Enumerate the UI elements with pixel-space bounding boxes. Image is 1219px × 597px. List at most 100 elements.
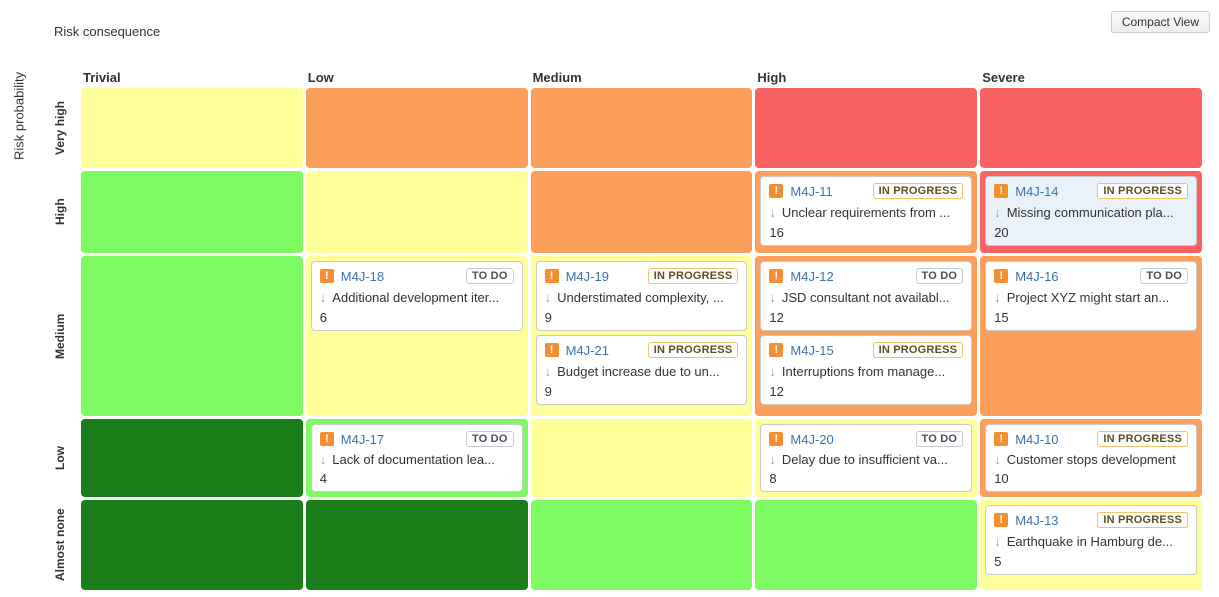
issue-key-link[interactable]: M4J-13 — [1015, 512, 1059, 528]
risk-card-m4j-20[interactable]: ! M4J-20 TO DO ↓ Delay due to insufficient v… — [760, 424, 973, 492]
card-header-row: ! M4J-14 IN PROGRESS — [994, 183, 1188, 199]
risk-score: 12 — [769, 384, 784, 399]
rank-down-arrow-icon: ↓ — [544, 289, 552, 305]
priority-exclamation-icon: ! — [994, 269, 1009, 283]
risk-score: 12 — [769, 310, 784, 325]
risk-card-m4j-21[interactable]: ! M4J-21 IN PROGRESS ↓ Budget increase due t… — [535, 335, 748, 405]
issue-key-link[interactable]: M4J-21 — [565, 342, 609, 358]
risk-score: 10 — [994, 471, 1009, 486]
issue-key-link[interactable]: M4J-11 — [790, 183, 833, 199]
matrix-cell-high-severe: ! M4J-14 IN PROGRESS ↓ Missing communication… — [980, 171, 1202, 253]
risk-card-m4j-10[interactable]: ! M4J-10 IN PROGRESS ↓ Customer stops develo… — [985, 424, 1197, 492]
card-header-row: ! M4J-11 IN PROGRESS — [769, 183, 964, 199]
x-axis-title: Risk consequence — [54, 24, 161, 39]
matrix-cell-high-high: ! M4J-11 IN PROGRESS ↓ Unclear requirements … — [755, 171, 978, 253]
card-summary: ↓ Understimated complexity, ... — [545, 290, 739, 305]
issue-key-link[interactable]: M4J-18 — [340, 268, 385, 284]
risk-card-m4j-14[interactable]: ! M4J-14 IN PROGRESS ↓ Missing communication… — [985, 176, 1197, 246]
y-axis-title: Risk probability — [11, 71, 27, 160]
issue-key-link[interactable]: M4J-10 — [1015, 431, 1059, 447]
risk-score: 16 — [769, 225, 784, 240]
card-summary: ↓ Delay due to insufficient va... — [769, 452, 963, 467]
matrix-cell-almost-none-high — [755, 500, 978, 590]
risk-score: 6 — [319, 310, 328, 325]
priority-exclamation-icon: ! — [994, 513, 1009, 527]
card-header-row: ! M4J-17 TO DO — [319, 431, 514, 447]
card-header-row: ! M4J-20 TO DO — [769, 431, 964, 447]
risk-card-m4j-18[interactable]: ! M4J-18 TO DO ↓ Additional development iter… — [310, 261, 523, 331]
column-header-high: High — [757, 70, 787, 85]
row-label-very-high: Very high — [53, 100, 67, 156]
issue-key-link[interactable]: M4J-16 — [1015, 268, 1059, 284]
risk-card-m4j-19[interactable]: ! M4J-19 IN PROGRESS ↓ Understimated complex… — [535, 261, 748, 331]
matrix-cell-almost-none-low — [305, 500, 528, 590]
rank-down-arrow-icon: ↓ — [319, 289, 327, 305]
card-header-row: ! M4J-10 IN PROGRESS — [994, 431, 1188, 447]
issue-key-link[interactable]: M4J-17 — [340, 431, 385, 447]
card-summary: ↓ Budget increase due to un... — [545, 364, 739, 379]
rank-down-arrow-icon: ↓ — [994, 289, 1001, 305]
summary-text: Customer stops development — [1006, 451, 1176, 467]
rank-down-arrow-icon: ↓ — [994, 533, 1001, 549]
matrix-cell-almost-none-trivial — [81, 500, 303, 590]
status-badge: IN PROGRESS — [1097, 512, 1188, 528]
card-summary: ↓ Missing communication pla... — [994, 205, 1188, 220]
status-badge: IN PROGRESS — [1097, 183, 1188, 199]
matrix-cell-medium-medium: ! M4J-19 IN PROGRESS ↓ Understimated complex… — [530, 256, 753, 416]
matrix-cell-low-medium — [530, 419, 753, 497]
matrix-cell-medium-trivial — [81, 256, 303, 416]
summary-text: Earthquake in Hamburg de... — [1006, 533, 1173, 549]
status-badge: TO DO — [915, 268, 964, 284]
risk-score: 4 — [319, 471, 328, 486]
issue-key-link[interactable]: M4J-19 — [565, 268, 609, 284]
row-label-high: High — [53, 198, 67, 226]
rank-down-arrow-icon: ↓ — [544, 363, 552, 379]
priority-exclamation-icon: ! — [769, 432, 784, 446]
risk-card-m4j-15[interactable]: ! M4J-15 IN PROGRESS ↓ Interruptions from ma… — [760, 335, 973, 405]
priority-exclamation-icon: ! — [769, 269, 784, 283]
summary-text: Unclear requirements from ... — [781, 204, 951, 220]
card-header-row: ! M4J-16 TO DO — [994, 268, 1188, 284]
priority-exclamation-icon: ! — [544, 343, 559, 357]
priority-exclamation-icon: ! — [994, 184, 1009, 198]
summary-text: JSD consultant not availabl... — [781, 289, 950, 305]
rank-down-arrow-icon: ↓ — [319, 451, 327, 467]
rank-down-arrow-icon: ↓ — [769, 451, 776, 467]
rank-down-arrow-icon: ↓ — [769, 363, 776, 379]
card-header-row: ! M4J-18 TO DO — [319, 268, 514, 284]
column-header-trivial: Trivial — [83, 70, 121, 85]
risk-card-m4j-13[interactable]: ! M4J-13 IN PROGRESS ↓ Earthquake in Hamburg… — [985, 505, 1197, 575]
risk-card-m4j-17[interactable]: ! M4J-17 TO DO ↓ Lack of documentation lea..… — [310, 424, 523, 492]
column-header-low: Low — [307, 70, 334, 85]
summary-text: Missing communication pla... — [1006, 204, 1174, 220]
matrix-cell-low-low: ! M4J-17 TO DO ↓ Lack of documentation lea..… — [305, 419, 528, 497]
risk-score: 15 — [994, 310, 1009, 325]
status-badge: IN PROGRESS — [1097, 431, 1188, 447]
summary-text: Project XYZ might start an... — [1006, 289, 1170, 305]
risk-card-m4j-16[interactable]: ! M4J-16 TO DO ↓ Project XYZ might start an.… — [985, 261, 1197, 331]
status-badge: TO DO — [465, 431, 514, 447]
card-summary: ↓ Interruptions from manage... — [769, 364, 963, 379]
matrix-cell-high-trivial — [81, 171, 303, 253]
column-headers: Trivial Low Medium High Severe — [81, 70, 1202, 85]
issue-key-link[interactable]: M4J-12 — [790, 268, 834, 284]
issue-key-link[interactable]: M4J-14 — [1015, 183, 1059, 199]
matrix-cell-very-high-low — [305, 88, 528, 168]
status-badge: TO DO — [915, 431, 964, 447]
card-summary: ↓ Lack of documentation lea... — [320, 452, 514, 467]
risk-card-m4j-11[interactable]: ! M4J-11 IN PROGRESS ↓ Unclear requirements … — [760, 176, 973, 246]
issue-key-link[interactable]: M4J-20 — [790, 431, 834, 447]
risk-card-m4j-12[interactable]: ! M4J-12 TO DO ↓ JSD consultant not availabl… — [760, 261, 973, 331]
matrix-cell-medium-high: ! M4J-12 TO DO ↓ JSD consultant not availabl… — [755, 256, 978, 416]
matrix-cell-very-high-trivial — [81, 88, 303, 168]
card-header-row: ! M4J-12 TO DO — [769, 268, 964, 284]
matrix-cell-very-high-medium — [530, 88, 753, 168]
risk-score: 9 — [544, 384, 552, 399]
summary-text: Lack of documentation lea... — [332, 451, 495, 467]
matrix-cell-low-high: ! M4J-20 TO DO ↓ Delay due to insufficient v… — [755, 419, 978, 497]
matrix-cell-high-low — [305, 171, 528, 253]
compact-view-button[interactable]: Compact View — [1110, 11, 1210, 33]
issue-key-link[interactable]: M4J-15 — [790, 342, 834, 358]
priority-exclamation-icon: ! — [319, 432, 334, 446]
summary-text: Interruptions from manage... — [781, 363, 946, 379]
